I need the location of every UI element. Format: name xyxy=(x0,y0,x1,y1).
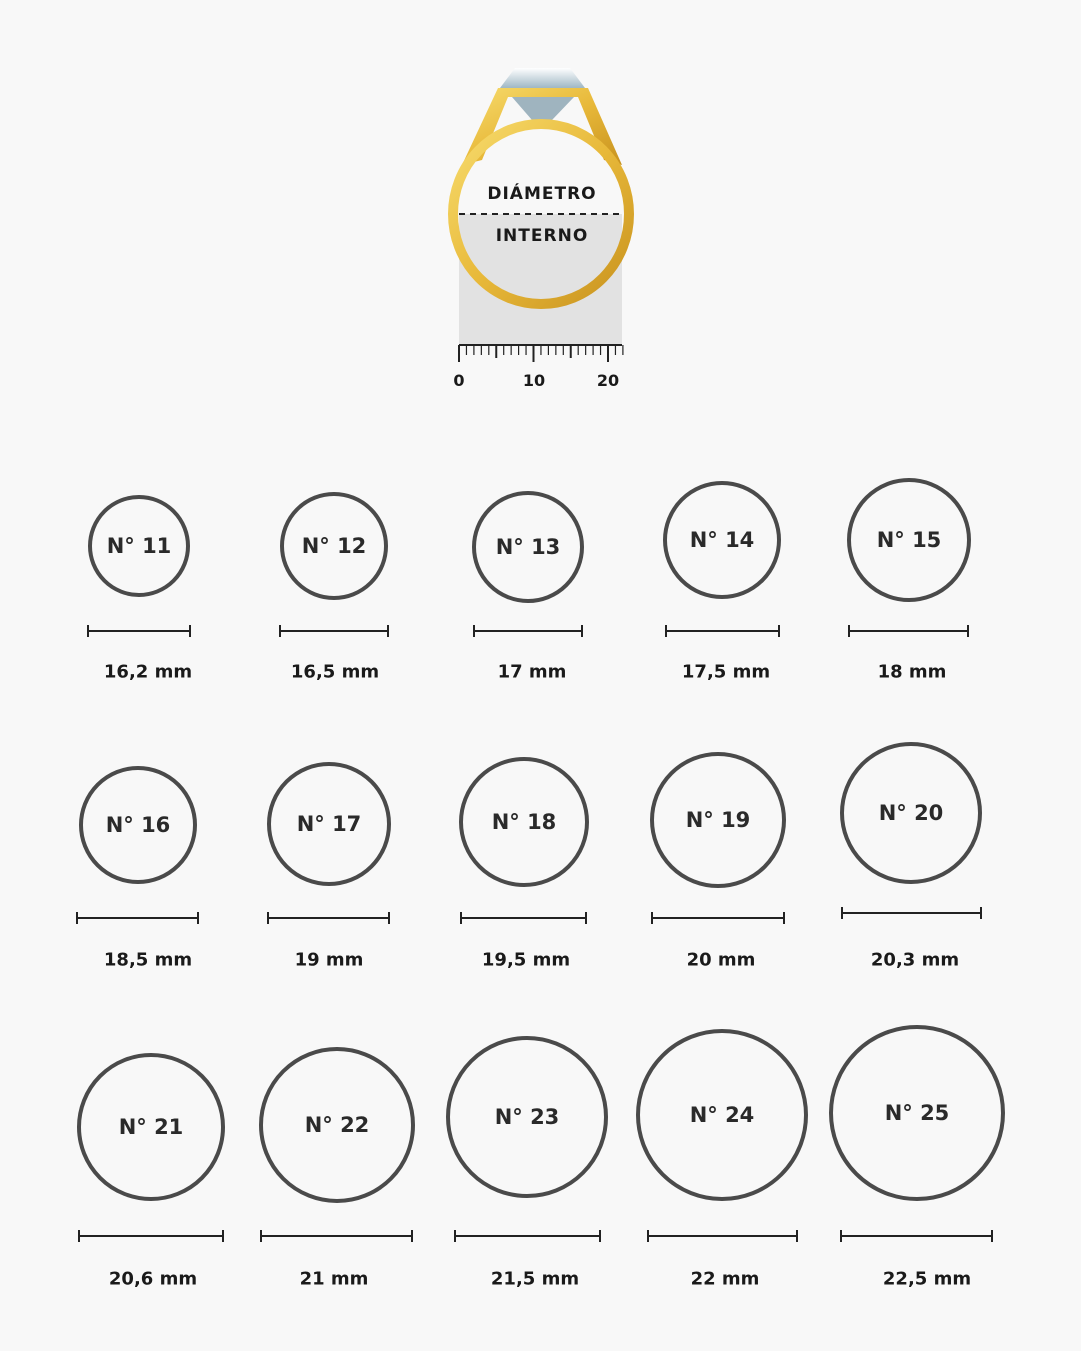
scale-bar xyxy=(267,912,390,924)
scale-bar xyxy=(473,625,583,637)
ring-size-circle xyxy=(77,1053,225,1201)
size-number: N° 23 xyxy=(494,1105,560,1129)
scale-bar xyxy=(454,1230,601,1242)
size-diameter: 16,2 mm xyxy=(103,661,193,683)
scale-bar xyxy=(651,912,785,924)
size-number: N° 20 xyxy=(878,801,944,825)
size-number: N° 12 xyxy=(301,534,367,558)
size-number: N° 17 xyxy=(296,812,362,836)
size-diameter: 20,3 mm xyxy=(870,949,960,971)
size-diameter: 18,5 mm xyxy=(103,949,193,971)
label-interno: INTERNO xyxy=(495,226,589,246)
ring-size-circle xyxy=(847,478,971,602)
size-number: N° 15 xyxy=(876,528,942,552)
size-number: N° 11 xyxy=(106,534,172,558)
scale-bar xyxy=(87,625,191,637)
size-number: N° 13 xyxy=(495,535,561,559)
size-diameter: 19 mm xyxy=(294,949,364,971)
size-diameter: 17 mm xyxy=(497,661,567,683)
ring-size-circle xyxy=(88,495,190,597)
ring-size-circle xyxy=(459,757,589,887)
ruler xyxy=(458,344,624,362)
scale-bar xyxy=(460,912,587,924)
ring-size-circle xyxy=(472,491,584,603)
size-number: N° 21 xyxy=(118,1115,184,1139)
scale-bar xyxy=(647,1230,798,1242)
scale-bar xyxy=(841,907,982,919)
scale-bar xyxy=(78,1230,224,1242)
scale-bar xyxy=(76,912,199,924)
ring-size-circle xyxy=(267,762,391,886)
size-diameter: 22 mm xyxy=(690,1268,760,1290)
size-number: N° 24 xyxy=(689,1103,755,1127)
ring-illustration xyxy=(448,68,634,362)
size-number: N° 19 xyxy=(685,808,751,832)
ruler-tick-10: 10 xyxy=(522,371,546,390)
size-diameter: 19,5 mm xyxy=(481,949,571,971)
size-diameter: 20,6 mm xyxy=(108,1268,198,1290)
ring-size-circle xyxy=(79,766,197,884)
scale-bar xyxy=(840,1230,993,1242)
size-diameter: 21,5 mm xyxy=(490,1268,580,1290)
ruler-tick-20: 20 xyxy=(596,371,620,390)
ring-size-circle xyxy=(829,1025,1005,1201)
size-diameter: 22,5 mm xyxy=(882,1268,972,1290)
ring-size-circle xyxy=(663,481,781,599)
ring-size-circle xyxy=(259,1047,415,1203)
ring-size-circle xyxy=(280,492,388,600)
gem-icon xyxy=(500,68,585,88)
scale-bar xyxy=(260,1230,413,1242)
size-diameter: 21 mm xyxy=(299,1268,369,1290)
scale-bar xyxy=(279,625,389,637)
size-diameter: 17,5 mm xyxy=(681,661,771,683)
size-number: N° 25 xyxy=(884,1101,950,1125)
size-number: N° 14 xyxy=(689,528,755,552)
scale-bar xyxy=(665,625,780,637)
ring-size-circle xyxy=(840,742,982,884)
size-diameter: 20 mm xyxy=(686,949,756,971)
size-diameter: 16,5 mm xyxy=(290,661,380,683)
size-number: N° 16 xyxy=(105,813,171,837)
ring-size-circle xyxy=(650,752,786,888)
size-number: N° 22 xyxy=(304,1113,370,1137)
size-diameter: 18 mm xyxy=(877,661,947,683)
ring-band xyxy=(448,119,634,309)
ruler-tick-0: 0 xyxy=(453,371,465,390)
scale-bar xyxy=(848,625,969,637)
ring-size-circle xyxy=(636,1029,808,1201)
label-diametro: DIÁMETRO xyxy=(487,184,597,204)
ring-size-circle xyxy=(446,1036,608,1198)
size-number: N° 18 xyxy=(491,810,557,834)
